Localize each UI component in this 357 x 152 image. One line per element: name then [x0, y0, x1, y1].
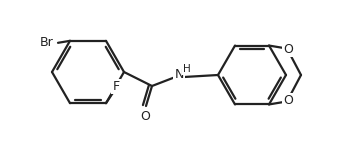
Text: H: H — [183, 64, 191, 74]
Text: O: O — [283, 94, 293, 107]
Text: N: N — [174, 69, 184, 81]
Text: O: O — [283, 43, 293, 56]
Text: F: F — [112, 80, 120, 93]
Text: Br: Br — [40, 36, 54, 49]
Text: O: O — [140, 109, 150, 123]
